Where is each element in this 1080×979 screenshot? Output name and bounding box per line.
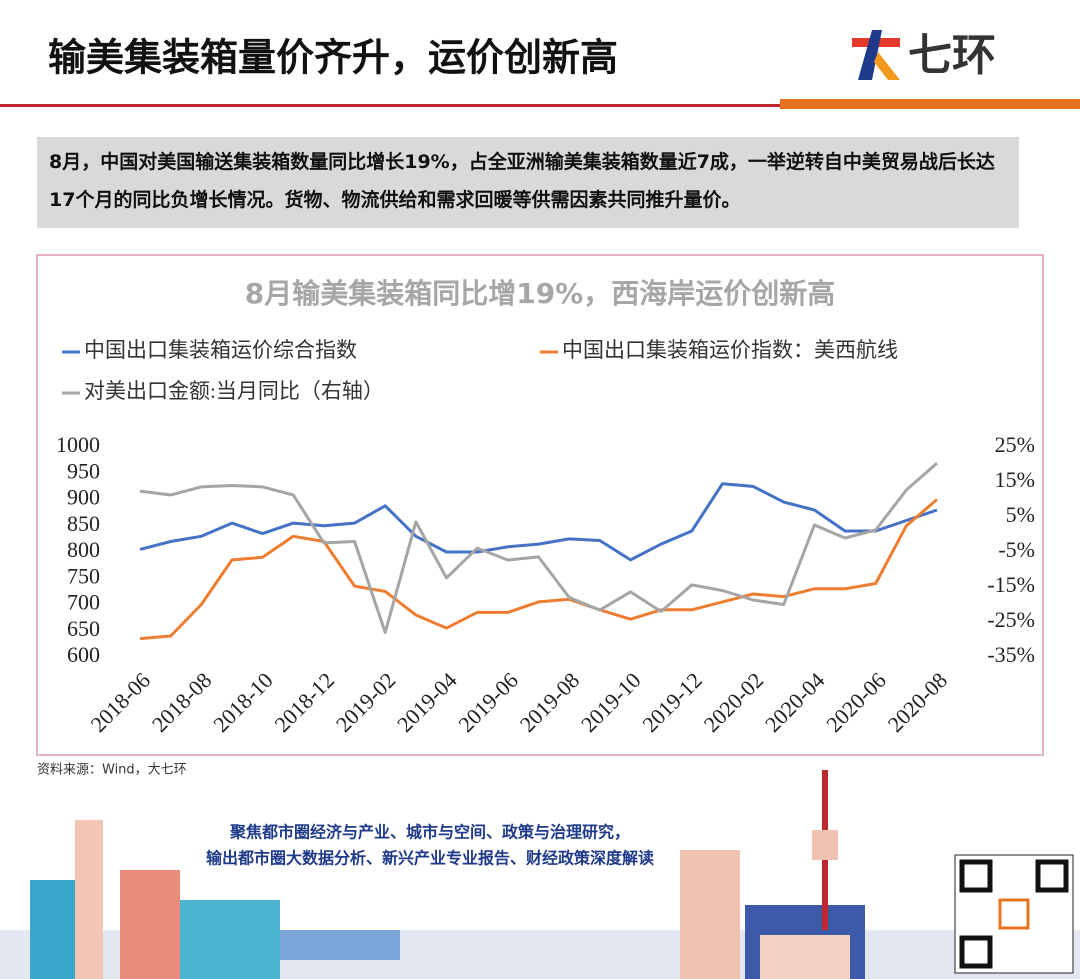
y2-tick-label: -35% — [987, 642, 1035, 667]
y-tick-label: 650 — [67, 616, 100, 641]
x-tick-label: 2019-04 — [392, 667, 462, 737]
logo-icon — [852, 30, 900, 80]
x-tick-label: 2019-12 — [637, 667, 707, 737]
series-line — [139, 498, 938, 641]
legend-label: 中国出口集装箱运价指数：美西航线 — [562, 338, 898, 362]
qr-code — [954, 854, 1074, 974]
x-tick-label: 2020-08 — [883, 667, 953, 737]
x-tick-label: 2018-10 — [208, 667, 278, 737]
summary: 8月，中国对美国输送集装箱数量同比增长19%，占全亚洲输美集装箱数量近7成，一举… — [37, 137, 1019, 228]
x-tick-label: 2020-02 — [699, 667, 769, 737]
y2-tick-label: -5% — [998, 537, 1035, 562]
x-tick-label: 2018-12 — [269, 667, 339, 737]
x-tick-label: 2020-04 — [760, 667, 830, 737]
y-tick-label: 850 — [67, 511, 100, 536]
legend-label: 对美出口金额:当月同比（右轴） — [84, 379, 384, 403]
y-tick-label: 750 — [67, 563, 100, 588]
legend-label: 中国出口集装箱运价综合指数 — [84, 338, 357, 362]
logo-text: 七环 — [908, 30, 996, 81]
x-tick-label: 2019-08 — [515, 667, 585, 737]
page-title: 输美集装箱量价齐升，运价创新高 — [48, 36, 618, 80]
footer-line: 输出都市圈大数据分析、新兴产业专业报告、财经政策深度解读 — [206, 849, 654, 868]
x-tick-label: 2018-08 — [147, 667, 217, 737]
footer-line: 聚焦都市圈经济与产业、城市与空间、政策与治理研究， — [229, 823, 630, 842]
source: 资料来源：Wind，大七环 — [37, 763, 187, 778]
x-tick-label: 2019-02 — [331, 667, 401, 737]
y-tick-label: 950 — [67, 458, 100, 483]
y2-tick-label: 15% — [995, 467, 1035, 492]
series-line — [139, 482, 938, 562]
y2-tick-label: -15% — [987, 572, 1035, 597]
y2-tick-label: -25% — [987, 607, 1035, 632]
series-line — [139, 461, 938, 634]
x-tick-label: 2019-10 — [576, 667, 646, 737]
x-tick-label: 2019-06 — [453, 667, 523, 737]
chart-title: 8月输美集装箱同比增19%，西海岸运价创新高 — [245, 277, 836, 310]
y-tick-label: 600 — [67, 642, 100, 667]
x-tick-label: 2018-06 — [86, 667, 156, 737]
x-tick-label: 2020-06 — [821, 667, 891, 737]
y-tick-label: 700 — [67, 590, 100, 615]
header-accent — [780, 99, 1080, 109]
skyline — [0, 770, 1080, 979]
y-tick-label: 800 — [67, 537, 100, 562]
y2-tick-label: 5% — [1006, 502, 1035, 527]
header-rule — [0, 104, 1080, 107]
y-tick-label: 900 — [67, 485, 100, 510]
chart-frame — [36, 254, 1044, 756]
y-tick-label: 1000 — [56, 432, 100, 457]
y2-tick-label: 25% — [995, 432, 1035, 457]
